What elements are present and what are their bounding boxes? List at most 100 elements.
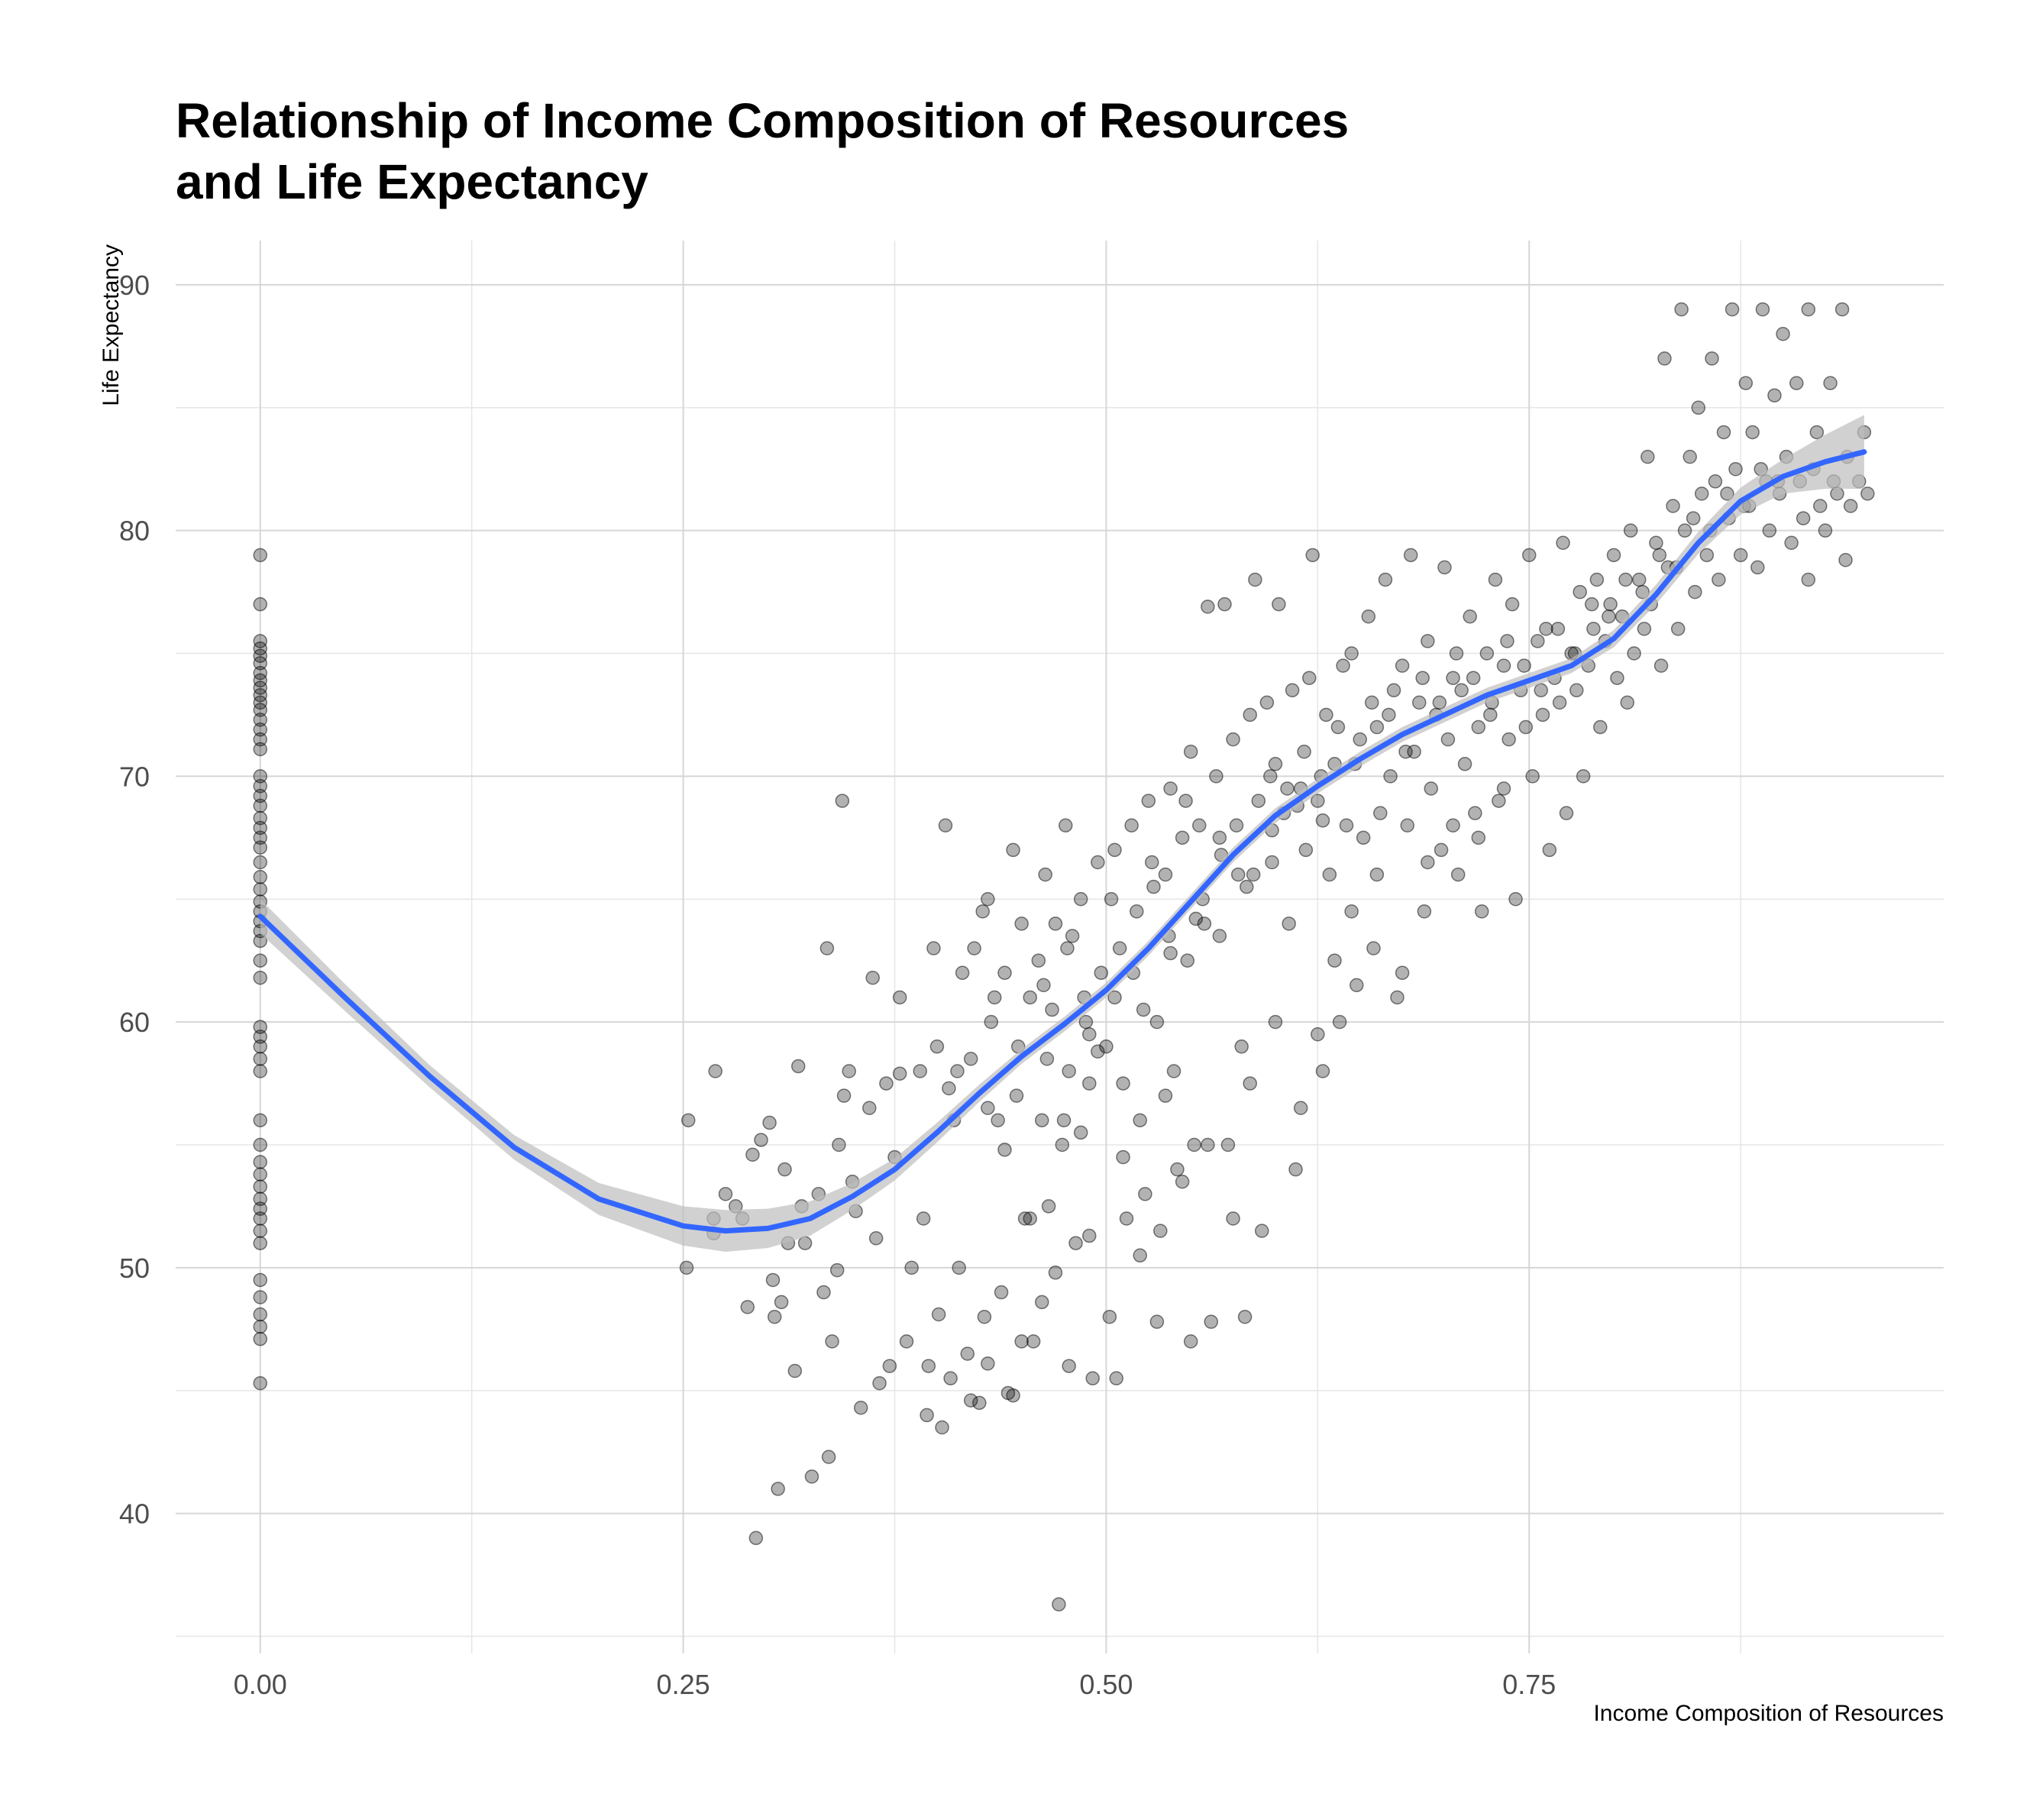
data-point [1180,953,1195,968]
chart-title-line-2: and Life Expectancy [176,154,648,209]
data-point [1288,1162,1303,1177]
data-point [253,1113,268,1128]
data-point [253,680,268,695]
grid [176,241,1944,1654]
data-point [1265,855,1279,870]
data-point [1268,757,1283,771]
data-point [892,1066,907,1081]
data-point [1652,548,1667,563]
data-point [253,1331,268,1346]
data-point [1311,1026,1325,1042]
data-point [1136,1002,1151,1017]
data-point [892,990,907,1005]
data-point [829,1262,845,1278]
data-point [1366,941,1381,955]
data-point [1163,781,1178,796]
data-point [797,1236,813,1250]
data-point [1627,646,1641,661]
data-point [1750,560,1765,575]
data-point [920,1408,934,1423]
data-point [1116,1149,1130,1165]
data-point [997,1143,1012,1157]
data-point [253,1319,268,1334]
data-point [1339,818,1354,832]
data-point [1421,634,1435,648]
data-point [935,1420,949,1435]
data-point [1246,867,1261,882]
data-point [1521,548,1537,563]
data-point [253,548,268,563]
data-point [1505,596,1520,612]
data-point [1535,707,1550,723]
data-point [1302,671,1317,685]
data-point [1550,622,1566,636]
data-point [1226,732,1240,747]
data-point [1789,376,1804,390]
data-point [981,892,995,907]
data-point [765,1272,781,1288]
data-point [1085,1371,1100,1385]
data-point [1153,1224,1168,1238]
data-point [1204,1314,1219,1329]
data-point [832,1137,846,1152]
data-point [1285,683,1300,698]
data-point [1178,794,1193,808]
data-point [1437,560,1452,575]
data-point [1330,719,1346,735]
data-point [253,779,268,794]
data-point [955,965,970,981]
data-point [1479,646,1495,661]
data-point [679,1260,694,1275]
data-point [1237,1309,1253,1324]
data-point [1738,376,1754,390]
data-point [1026,1334,1041,1349]
data-point [1065,929,1080,943]
data-point [1332,1014,1347,1030]
data-point [1417,904,1432,919]
data-point [942,1081,956,1096]
data-point [1124,818,1139,832]
data-point [1474,904,1489,919]
data-point [1716,425,1731,440]
data-point [1434,842,1449,858]
data-point [1631,572,1647,587]
data-point [879,1076,894,1091]
data-point [777,1162,792,1177]
data-point [921,1359,936,1373]
data-point [1158,867,1173,882]
data-point [1818,523,1833,538]
data-point [1640,449,1655,464]
data-point [842,1064,856,1078]
data-point [253,656,268,671]
data-point [997,965,1012,981]
data-point [1243,1076,1257,1091]
y-tick-label: 90 [119,270,150,301]
data-point [253,673,268,688]
data-point [1099,1039,1114,1054]
data-point [253,810,268,826]
data-point [1229,818,1244,832]
data-point [1653,658,1669,673]
data-point [1048,916,1063,931]
data-point [1251,794,1266,808]
data-point [1688,584,1702,600]
data-point [994,1285,1009,1300]
data-point [253,1201,268,1216]
data-point [963,1393,978,1408]
data-point [1539,622,1553,636]
data-point [1830,487,1844,501]
data-point [253,648,268,663]
data-point [1620,695,1634,710]
data-point [253,732,268,747]
data-point [1450,867,1466,882]
data-point [1649,535,1663,550]
data-point [1843,499,1858,513]
data-point [1712,572,1726,587]
data-point [1023,990,1037,1005]
data-point [1823,376,1838,390]
data-point [1133,1248,1147,1263]
smooth-line [257,449,1867,1234]
x-tick-label: 0.25 [657,1669,710,1700]
data-point [1073,1125,1088,1140]
data-point [253,687,268,703]
